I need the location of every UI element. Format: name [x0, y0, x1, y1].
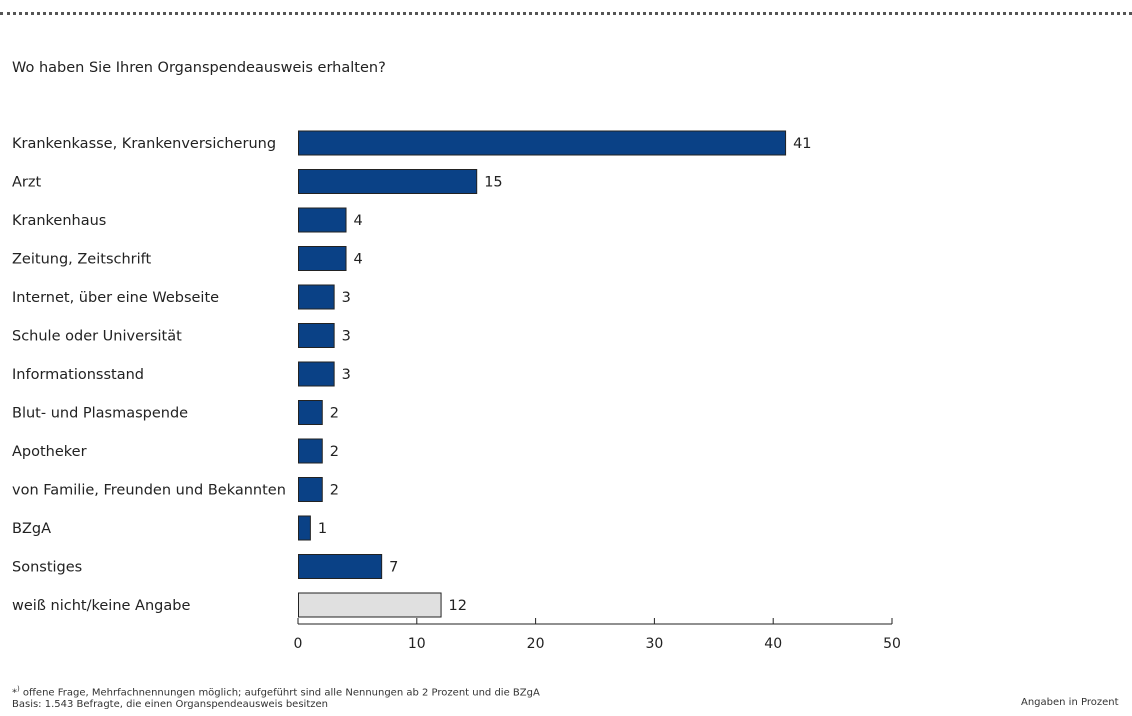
- bar: [298, 400, 323, 425]
- footnote-line-2: Basis: 1.543 Befragte, die einen Organsp…: [12, 699, 328, 711]
- footnote-line-1: *) offene Frage, Mehrfachnennungen mögli…: [12, 683, 540, 699]
- data-label: 2: [330, 483, 339, 499]
- category-label: Informationsstand: [12, 367, 144, 383]
- x-tick-label: 20: [527, 636, 545, 652]
- x-tick-label: 30: [645, 636, 663, 652]
- data-label: 2: [330, 406, 339, 422]
- footnote-marker-sup: ): [17, 685, 20, 693]
- category-label: Krankenkasse, Krankenversicherung: [12, 136, 276, 152]
- category-label: Internet, über eine Webseite: [12, 290, 219, 306]
- unit-note: Angaben in Prozent: [1021, 697, 1119, 708]
- bar: [298, 246, 347, 271]
- category-label: Blut- und Plasmaspende: [12, 406, 188, 422]
- category-label: Schule oder Universität: [12, 329, 182, 345]
- bar: [298, 477, 323, 502]
- category-label: Apotheker: [12, 444, 87, 460]
- category-label: Zeitung, Zeitschrift: [12, 252, 151, 268]
- data-label: 3: [342, 329, 351, 345]
- x-tick-label: 40: [764, 636, 782, 652]
- data-label: 7: [389, 560, 398, 576]
- x-tick-label: 10: [408, 636, 426, 652]
- data-label: 4: [354, 252, 363, 268]
- data-label: 15: [484, 175, 502, 191]
- footnote: *) offene Frage, Mehrfachnennungen mögli…: [12, 683, 540, 711]
- category-label: Sonstiges: [12, 560, 82, 576]
- data-label: 4: [354, 213, 363, 229]
- bar: [298, 323, 335, 348]
- bar: [298, 515, 311, 541]
- bar: [298, 130, 787, 156]
- x-tick-label: 0: [294, 636, 303, 652]
- data-label: 3: [342, 367, 351, 383]
- category-label: Arzt: [12, 175, 41, 191]
- bar: [298, 361, 335, 387]
- bar: [298, 592, 442, 618]
- data-label: 12: [449, 598, 467, 614]
- category-label: von Familie, Freunden und Bekannten: [12, 483, 286, 499]
- footnote-marker: *: [12, 687, 17, 699]
- top-dotted-rule: [0, 12, 1132, 15]
- bar: [298, 554, 383, 579]
- category-label: weiß nicht/keine Angabe: [12, 598, 190, 614]
- x-tick-label: 50: [883, 636, 901, 652]
- data-label: 2: [330, 444, 339, 460]
- data-label: 1: [318, 521, 327, 537]
- footnote-text: offene Frage, Mehrfachnennungen möglich;…: [22, 687, 540, 699]
- category-label: Krankenhaus: [12, 213, 106, 229]
- data-label: 3: [342, 290, 351, 306]
- data-label: 41: [793, 136, 811, 152]
- bar: [298, 438, 323, 464]
- category-label: BZgA: [12, 521, 51, 537]
- bar: [298, 207, 347, 233]
- question-title: Wo haben Sie Ihren Organspendeausweis er…: [12, 60, 386, 76]
- bar: [298, 284, 335, 310]
- bar: [298, 169, 478, 194]
